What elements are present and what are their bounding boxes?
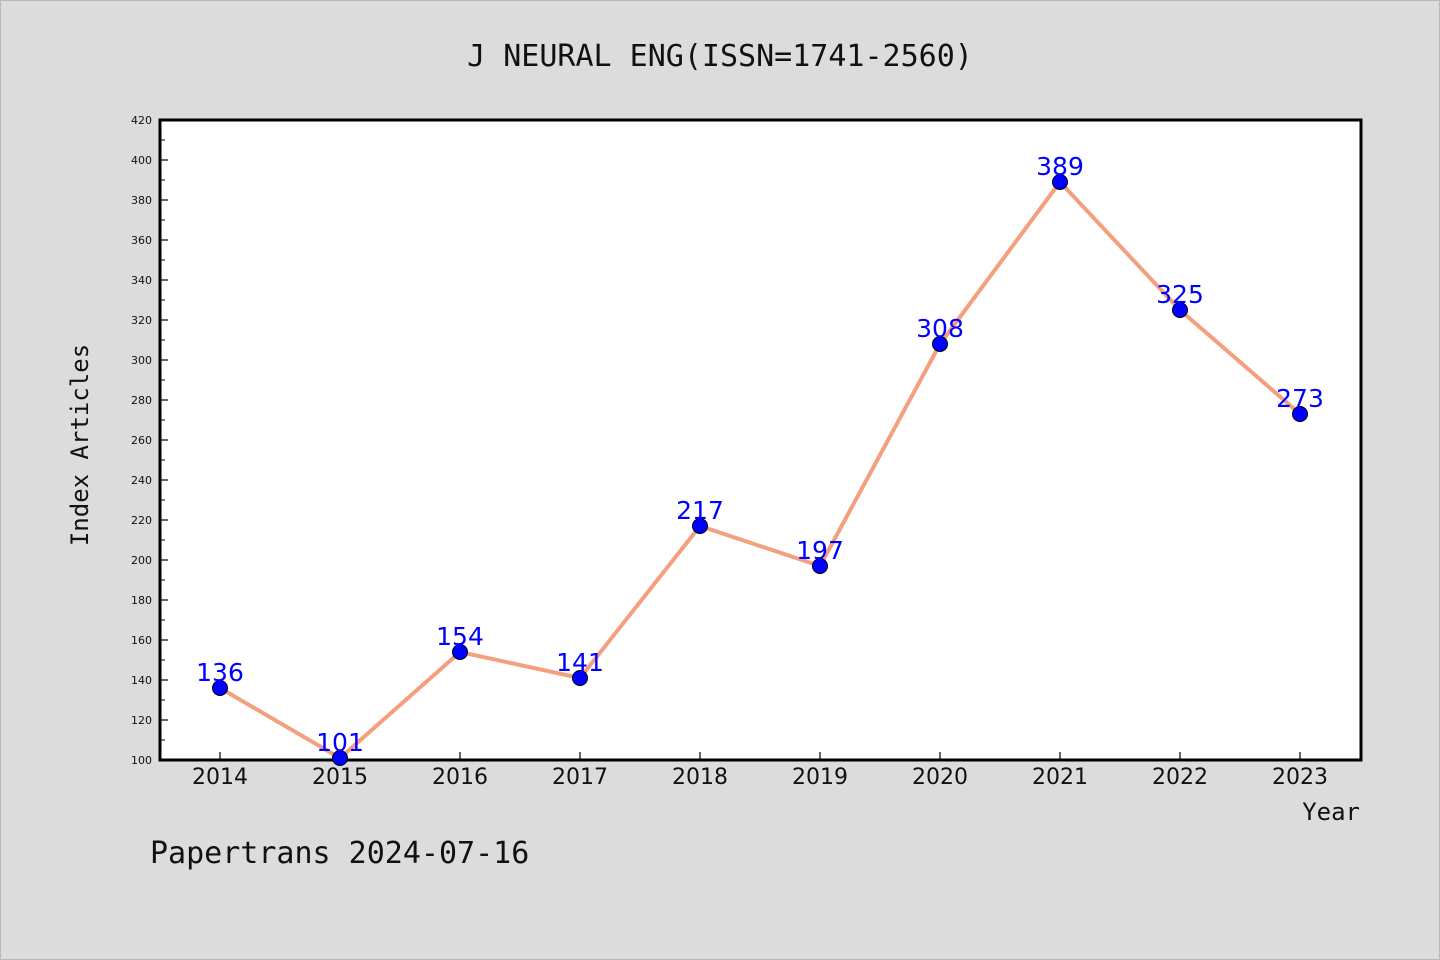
x-tick-label: 2022 [1152, 765, 1208, 790]
data-label: 389 [1036, 152, 1084, 181]
data-label: 141 [556, 648, 604, 677]
x-tick-label: 2019 [792, 765, 848, 790]
data-label: 273 [1276, 384, 1324, 413]
y-tick-label: 380 [131, 194, 152, 207]
y-tick-label: 100 [131, 754, 152, 767]
x-tick-label: 2015 [312, 765, 368, 790]
x-tick-label: 2020 [912, 765, 968, 790]
x-tick-label: 2021 [1032, 765, 1088, 790]
y-tick-label: 280 [131, 394, 152, 407]
chart-title: J NEURAL ENG(ISSN=1741-2560) [467, 39, 973, 74]
series-line [218, 180, 1302, 760]
y-tick-label: 240 [131, 474, 152, 487]
y-tick-label: 220 [131, 514, 152, 527]
data-point [1292, 406, 1308, 422]
data-point [452, 644, 468, 660]
data-point [692, 518, 708, 534]
data-label: 308 [916, 314, 964, 343]
x-tick-label: 2023 [1272, 765, 1328, 790]
y-tick-label: 180 [131, 594, 152, 607]
data-point [212, 680, 228, 696]
y-axis: 100 120 140 160 180 200 220 240 260 280 300 320 340 3… [131, 114, 168, 767]
data-label: 197 [796, 536, 844, 565]
y-tick-label: 300 [131, 354, 152, 367]
y-tick-label: 420 [131, 114, 152, 127]
x-tick-label: 2018 [672, 765, 728, 790]
y-tick-label: 120 [131, 714, 152, 727]
y-tick-label: 360 [131, 234, 152, 247]
data-label: 136 [196, 658, 244, 687]
y-tick-label: 140 [131, 674, 152, 687]
data-point [932, 336, 948, 352]
y-tick-label: 340 [131, 274, 152, 287]
x-tick-label: 2017 [552, 765, 608, 790]
data-point [332, 750, 348, 766]
y-tick-label: 200 [131, 554, 152, 567]
data-point [812, 558, 828, 574]
plot-area [158, 118, 1363, 762]
footer-credit: Papertrans 2024-07-16 [150, 836, 529, 871]
data-series [212, 174, 1308, 766]
y-axis-label: Index Articles [66, 344, 94, 546]
data-point [1052, 174, 1068, 190]
x-tick-label: 2014 [192, 765, 248, 790]
data-point [1172, 302, 1188, 318]
y-tick-label: 400 [131, 154, 152, 167]
data-label: 217 [676, 496, 724, 525]
data-label: 154 [436, 622, 484, 651]
y-tick-label: 260 [131, 434, 152, 447]
data-labels: 136 101 154 141 217 197 308 389 325 273 [196, 152, 1324, 757]
x-axis-label: Year [1302, 798, 1360, 826]
y-tick-label: 320 [131, 314, 152, 327]
data-label: 101 [316, 728, 364, 757]
data-point [572, 670, 588, 686]
x-axis: 2014 2015 2016 2017 2018 2019 2020 2021 2022 2023 [192, 752, 1328, 790]
y-tick-label: 160 [131, 634, 152, 647]
data-label: 325 [1156, 280, 1204, 309]
x-tick-label: 2016 [432, 765, 488, 790]
